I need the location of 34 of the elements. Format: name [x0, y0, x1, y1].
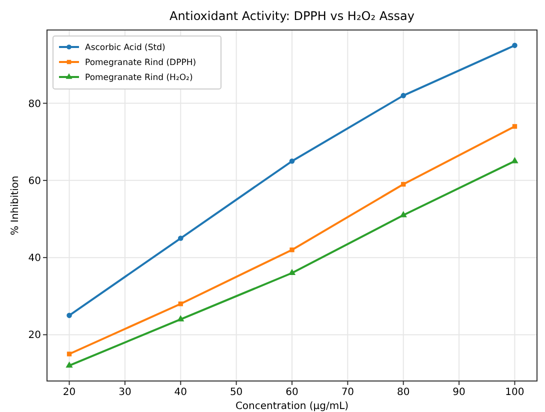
x-tick-label: 30 [118, 387, 132, 398]
point [511, 157, 518, 164]
x-tick-label: 20 [62, 387, 76, 398]
chart-title: Antioxidant Activity: DPPH vs H₂O₂ Assay [169, 9, 415, 23]
point [289, 158, 295, 164]
x-tick-label: 70 [341, 387, 354, 398]
point [66, 312, 72, 318]
point [512, 124, 518, 129]
point [178, 236, 184, 241]
y-axis-title: % Inhibition [10, 176, 21, 236]
point [178, 302, 183, 306]
point [288, 268, 296, 276]
x-tick-label: 40 [174, 387, 188, 398]
point [400, 211, 407, 218]
y-tick-label: 80 [28, 98, 41, 110]
point [512, 42, 518, 48]
point [177, 315, 184, 322]
legend-label: Pomegranate Rind (DPPH) [85, 58, 196, 68]
x-tick-label: 60 [286, 387, 298, 398]
x-tick-label: 100 [505, 387, 524, 398]
legend-label: Pomegranate Rind (H₂O₂) [85, 73, 193, 83]
point [401, 182, 406, 187]
x-tick-label: 90 [452, 387, 466, 398]
point [66, 352, 72, 356]
x-tick-label: 80 [396, 387, 410, 398]
x-tick-label: 50 [230, 387, 243, 398]
legend-label: Ascorbic Acid (Std) [85, 43, 166, 53]
y-tick-label: 20 [28, 330, 41, 342]
point [290, 248, 294, 252]
point [66, 361, 73, 368]
x-axis-title: Concentration (µg/mL) [235, 401, 349, 412]
y-tick-label: 60 [28, 176, 41, 187]
y-tick-label: 40 [28, 253, 41, 264]
point [400, 92, 406, 98]
